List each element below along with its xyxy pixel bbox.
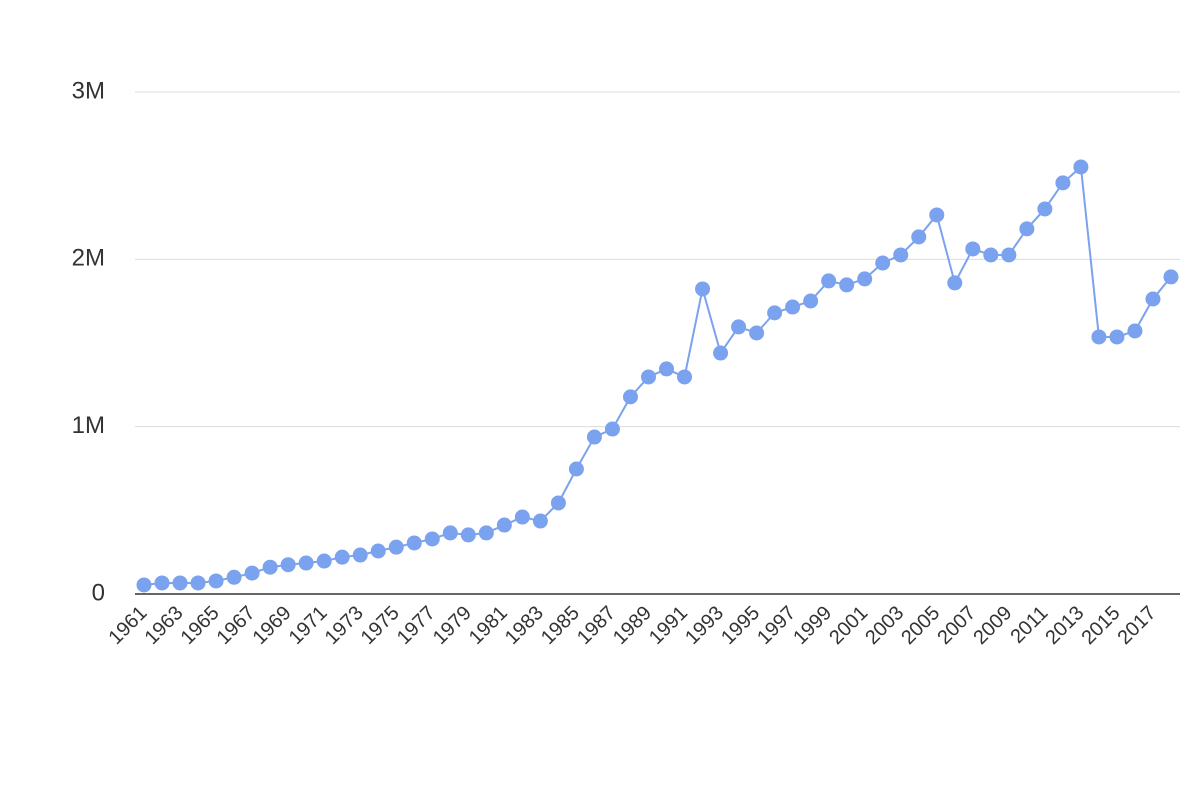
point	[749, 325, 765, 341]
point	[785, 299, 801, 315]
point	[190, 575, 206, 591]
point	[1019, 221, 1035, 237]
x-tick-label: 1975	[357, 602, 404, 649]
point	[965, 241, 981, 257]
x-tick-label: 2007	[933, 602, 980, 649]
point	[1073, 159, 1089, 175]
point	[460, 527, 476, 543]
point	[406, 535, 422, 551]
point	[731, 319, 747, 335]
point	[442, 525, 458, 541]
point	[352, 547, 368, 563]
point	[947, 275, 963, 291]
point	[244, 565, 260, 581]
point	[767, 305, 783, 321]
x-tick-label: 2005	[897, 602, 944, 649]
x-tick-label: 1987	[573, 602, 620, 649]
point	[262, 559, 278, 575]
x-tick-label: 1973	[321, 602, 368, 649]
point	[677, 369, 693, 385]
point	[803, 293, 819, 309]
point	[1145, 291, 1161, 307]
y-tick-label: 3M	[72, 77, 105, 104]
point	[1001, 247, 1017, 263]
point	[1109, 329, 1125, 345]
x-tick-label: 2003	[861, 602, 908, 649]
point	[586, 429, 602, 445]
point	[532, 513, 548, 529]
x-tick-label: 2001	[825, 602, 872, 649]
x-tick-label: 2009	[969, 602, 1016, 649]
point	[550, 495, 566, 511]
x-tick-label: 2013	[1041, 602, 1088, 649]
point	[1127, 323, 1143, 339]
point	[983, 247, 999, 263]
point	[1037, 201, 1053, 217]
point	[424, 531, 440, 547]
x-tick-label: 1993	[681, 602, 728, 649]
point	[1163, 269, 1179, 285]
point	[640, 369, 656, 385]
x-tick-label: 1989	[609, 602, 656, 649]
point	[280, 557, 296, 573]
x-tick-label: 1971	[285, 602, 332, 649]
x-tick-label: 1961	[105, 602, 152, 649]
point	[713, 345, 729, 361]
point	[334, 549, 350, 565]
x-tick-label: 1981	[465, 602, 512, 649]
line	[143, 164, 1172, 586]
point	[298, 555, 314, 571]
x-tick-label: 1985	[537, 602, 584, 649]
point	[388, 539, 404, 555]
x-tick-label: 2011	[1006, 602, 1052, 648]
y-tick-label: 0	[92, 579, 105, 606]
x-tick-label: 1969	[249, 602, 296, 649]
point	[929, 207, 945, 223]
point	[1091, 329, 1107, 345]
point	[226, 569, 242, 585]
point	[316, 553, 332, 569]
x-tick-label: 1963	[141, 602, 188, 649]
point	[695, 281, 711, 297]
x-tick-label: 1999	[789, 602, 836, 649]
point	[496, 517, 512, 533]
point	[568, 461, 584, 477]
point	[875, 255, 891, 271]
point	[604, 421, 620, 437]
point	[370, 543, 386, 559]
y-tick-label: 2M	[72, 245, 105, 272]
point	[821, 273, 837, 289]
x-tick-label: 2017	[1113, 602, 1160, 649]
point	[659, 361, 675, 377]
x-tick-label: 1991	[645, 602, 692, 649]
x-tick-label: 1983	[501, 602, 548, 649]
point	[154, 575, 170, 591]
point	[172, 575, 188, 591]
x-tick-label: 1967	[213, 602, 260, 649]
point	[857, 271, 873, 287]
x-tick-label: 1997	[753, 602, 800, 649]
x-tick-label: 1965	[177, 602, 224, 649]
point	[839, 277, 855, 293]
point	[622, 389, 638, 405]
point	[514, 509, 530, 525]
x-tick-label: 2015	[1077, 602, 1124, 649]
x-tick-label: 1995	[717, 602, 764, 649]
y-tick-label: 1M	[72, 412, 105, 439]
point	[893, 247, 909, 263]
x-tick-label: 1979	[429, 602, 476, 649]
point	[478, 525, 494, 541]
point	[136, 577, 152, 593]
point	[1055, 175, 1071, 191]
x-tick-label: 1977	[393, 602, 440, 649]
point	[911, 229, 927, 245]
point	[208, 573, 224, 589]
